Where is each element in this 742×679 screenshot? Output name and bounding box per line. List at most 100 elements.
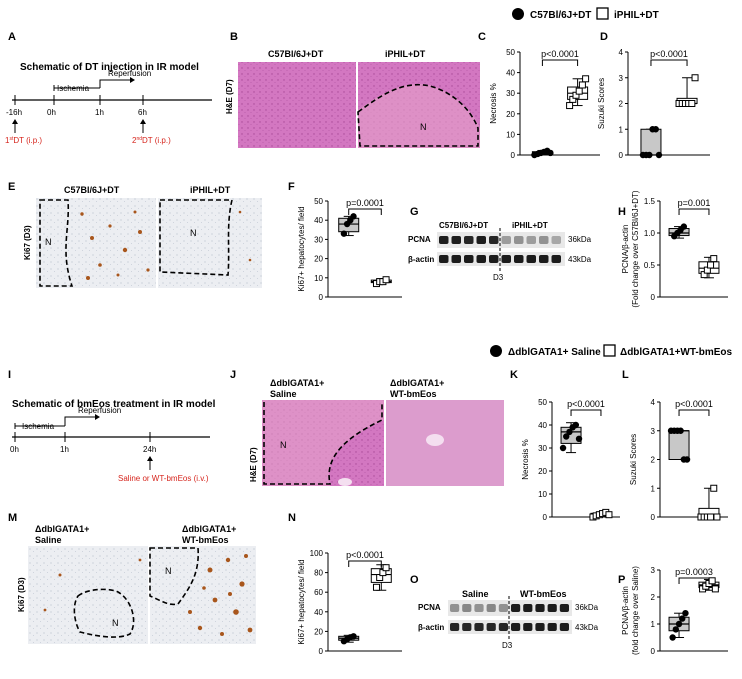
data-point <box>578 81 586 89</box>
y-tick-label: 50 <box>538 398 547 407</box>
blot-band <box>489 255 499 263</box>
legend-filled-label: C57Bl/6J+DT <box>530 10 591 21</box>
p-value: p<0.0001 <box>650 49 688 59</box>
panel-b-histology: B C57Bl/6J+DT iPHIL+DT H&E (D7) N <box>225 31 480 148</box>
necrosis-marker: N <box>420 122 427 132</box>
data-point <box>566 102 574 110</box>
significance-bracket <box>348 560 382 567</box>
panel-m-ki67: M ΔdblGATA1+ Saline ΔdblGATA1+ WT-bmEos … <box>8 512 256 644</box>
time-label: 6h <box>138 108 147 117</box>
data-point <box>707 513 715 521</box>
legend-open-label: iPHIL+DT <box>614 10 659 21</box>
schematic-title: Schematic of bmEos treatment in IR model <box>12 399 216 410</box>
data-point <box>372 583 380 591</box>
panel-label-g: G <box>410 206 419 218</box>
blot-band <box>462 623 472 631</box>
significance-bracket <box>678 409 710 416</box>
y-tick-label: 3 <box>651 427 656 436</box>
p-value: p=0.0003 <box>675 567 713 577</box>
y-axis-label: (fold change over Saline) <box>631 566 640 655</box>
blot-band <box>476 236 486 244</box>
p-value: p<0.0001 <box>541 49 579 59</box>
chart-l-suzuki: L 0 1 2 3 4 Suzuki Scores p<0.0001 <box>622 369 728 522</box>
y-axis-label: PCNA/β-actin <box>621 225 630 274</box>
y-tick-label: 50 <box>506 48 515 57</box>
band-label: PCNA <box>418 603 441 612</box>
panel-e-ki67: E C57Bl/6J+DT iPHIL+DT Ki67 (D3) N N <box>8 181 262 288</box>
data-point <box>672 626 680 633</box>
y-tick-label: 80 <box>314 569 323 578</box>
data-point <box>350 633 357 640</box>
day-label: D3 <box>502 641 513 650</box>
y-tick-label: 0 <box>543 513 548 522</box>
panel-o-western: O Saline WT-bmEos PCNA β-actin 36kDa 43k… <box>410 574 599 650</box>
y-axis-label: Suzuki Scores <box>629 434 638 485</box>
y-tick-label: 40 <box>506 69 515 78</box>
data-point <box>680 223 688 230</box>
time-label: 1h <box>60 445 69 454</box>
legend-bottom: ΔdblGATA1+ Saline ΔdblGATA1+WT-bmEos <box>490 344 733 358</box>
panel-label-b: B <box>230 31 238 43</box>
condition-label: iPHIL+DT <box>385 49 426 59</box>
stain-label: H&E (D7) <box>249 447 258 482</box>
blot-band <box>551 255 561 263</box>
data-point <box>582 75 590 83</box>
kda-label: 43kDa <box>568 255 592 264</box>
blot-band <box>498 604 508 612</box>
condition-label: iPHIL+DT <box>512 221 548 230</box>
y-tick-label: 1 <box>651 484 656 493</box>
blot-band <box>511 604 521 612</box>
data-point <box>340 230 348 237</box>
data-point <box>652 126 659 133</box>
panel-label-m: M <box>8 512 17 524</box>
condition-label: Saline <box>270 389 297 399</box>
legend-filled-marker <box>490 345 502 357</box>
y-tick-label: 20 <box>314 255 323 264</box>
y-tick-label: 10 <box>538 490 547 499</box>
blot-band <box>535 604 545 612</box>
p-value: p=0.001 <box>678 198 711 208</box>
y-axis-label: Ki67+ hepatocytes/ field <box>297 559 306 644</box>
stain-label: Ki67 (D3) <box>23 225 32 260</box>
ki67-image-iphil <box>158 198 262 288</box>
blot-band <box>526 236 536 244</box>
panel-label-c: C <box>478 31 486 43</box>
y-tick-label: 100 <box>310 549 324 558</box>
panel-label-e: E <box>8 181 15 193</box>
data-point <box>688 100 696 107</box>
y-axis-label: (Fold change over C57Bl/6J+DT) <box>631 190 640 308</box>
y-tick-label: 2 <box>651 456 656 465</box>
data-point <box>669 634 676 641</box>
y-tick-label: 1 <box>619 125 624 134</box>
panel-label-a: A <box>8 31 16 43</box>
condition-label: C57Bl/6J+DT <box>64 185 120 195</box>
data-point <box>382 276 390 284</box>
necrosis-marker: N <box>165 566 172 576</box>
panel-label-i: I <box>8 369 11 381</box>
ischemia-label: Ischemia <box>57 84 90 93</box>
panel-label-f: F <box>288 181 295 193</box>
data-point <box>559 444 567 452</box>
legend-filled-marker <box>512 8 524 20</box>
condition-label: WT-bmEos <box>390 389 437 399</box>
data-point <box>707 261 715 269</box>
blot-band <box>474 604 484 612</box>
ki67-image-saline <box>28 546 148 644</box>
condition-label: WT-bmEos <box>182 535 229 545</box>
significance-bracket <box>650 59 688 66</box>
stain-label: Ki67 (D3) <box>17 577 26 612</box>
reperfusion-label: Reperfusion <box>78 406 121 415</box>
panel-label-d: D <box>600 31 608 43</box>
band-label: PCNA <box>408 235 431 244</box>
condition-label: C57Bl/6J+DT <box>268 49 324 59</box>
band-label: β-actin <box>408 255 434 264</box>
panel-label-h: H <box>618 206 626 218</box>
panel-j-histology: J ΔdblGATA1+ Saline ΔdblGATA1+ WT-bmEos … <box>230 369 504 486</box>
condition-label: iPHIL+DT <box>190 185 231 195</box>
y-axis-label: Necrosis % <box>489 83 498 123</box>
data-point <box>682 610 689 617</box>
p-value: p=0.0001 <box>346 198 384 208</box>
condition-label: ΔdblGATA1+ <box>35 524 89 534</box>
data-point <box>350 213 357 220</box>
